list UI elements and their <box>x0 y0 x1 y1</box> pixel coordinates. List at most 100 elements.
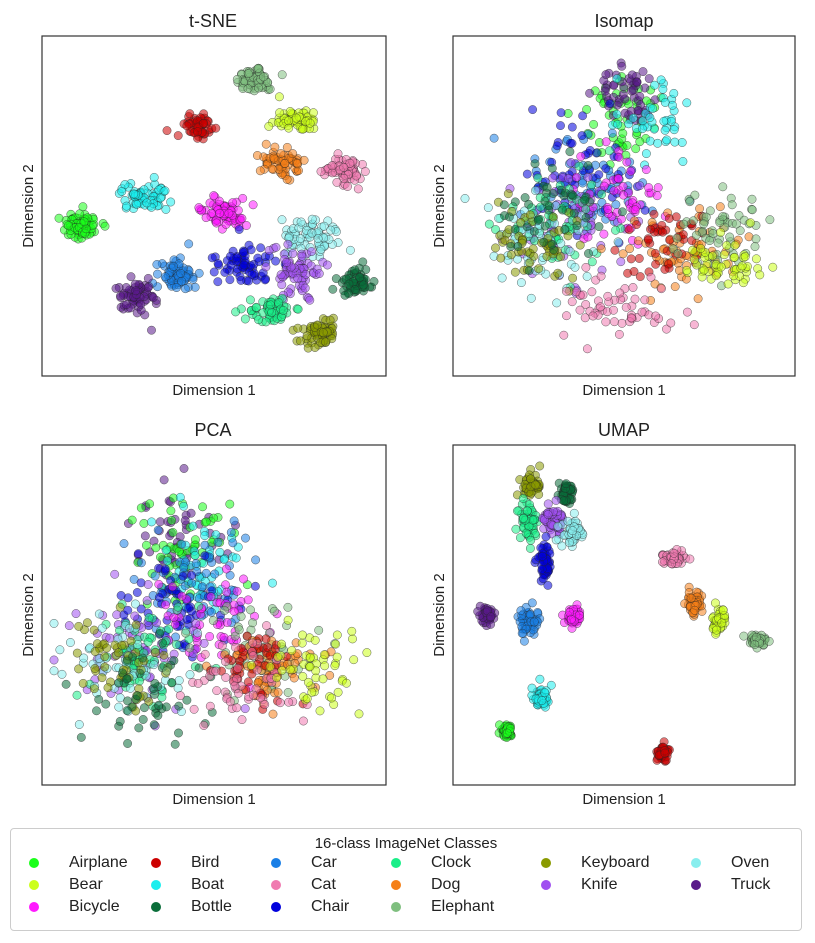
point-clock <box>194 601 204 611</box>
point-bear <box>716 262 726 272</box>
point-bicycle <box>224 208 234 218</box>
point-boat <box>612 109 622 119</box>
point-bear <box>310 635 320 645</box>
point-clock <box>518 494 528 503</box>
point-cat <box>587 287 597 297</box>
point-bicycle <box>212 218 221 228</box>
point-car <box>119 539 129 549</box>
point-cat <box>667 559 676 569</box>
point-oven <box>326 225 336 235</box>
point-chair <box>522 169 532 179</box>
umap-title: UMAP <box>598 420 650 440</box>
point-boat <box>668 100 677 110</box>
point-cat <box>601 317 611 327</box>
point-boat <box>161 204 171 214</box>
point-bear <box>298 124 308 134</box>
point-chair <box>220 267 230 277</box>
tsne-axes-frame <box>41 35 387 377</box>
point-bicycle <box>630 205 640 215</box>
point-elephant <box>208 616 218 626</box>
point-boat <box>656 75 666 85</box>
point-airplane <box>618 128 628 138</box>
point-knife <box>314 269 324 279</box>
point-bottle <box>155 628 165 638</box>
point-boat <box>161 545 171 555</box>
point-dog <box>280 158 290 168</box>
point-boat <box>653 138 663 148</box>
point-boat <box>527 683 537 693</box>
point-knife <box>566 158 576 167</box>
point-bird <box>610 245 620 255</box>
point-truck <box>632 77 642 87</box>
point-bottle <box>138 715 148 724</box>
point-knife <box>143 580 153 589</box>
point-cat <box>339 163 349 172</box>
point-bird <box>629 267 639 276</box>
point-oven <box>316 244 326 254</box>
point-oven <box>57 669 67 679</box>
isomap-ylabel: Dimension 2 <box>431 164 448 247</box>
point-dog <box>715 202 725 212</box>
point-cat <box>262 621 271 631</box>
legend-marker <box>541 858 551 868</box>
point-bicycle <box>168 582 177 592</box>
point-airplane <box>582 105 592 114</box>
isomap-title: Isomap <box>594 11 653 31</box>
point-bicycle <box>177 591 187 601</box>
point-bear <box>696 244 706 253</box>
point-cat <box>351 171 361 181</box>
point-bottle <box>524 199 534 209</box>
point-knife <box>583 172 593 182</box>
point-cat <box>596 271 606 281</box>
point-chair <box>133 549 143 559</box>
point-bottle <box>583 161 593 170</box>
legend-item-dog: Dog <box>391 874 460 896</box>
point-bear <box>287 646 297 656</box>
point-airplane <box>190 535 200 545</box>
point-car <box>527 598 537 608</box>
point-bottle <box>114 678 124 688</box>
point-car <box>519 636 529 646</box>
point-oven <box>55 645 65 655</box>
point-bottle <box>355 273 365 282</box>
point-elephant <box>679 219 689 229</box>
point-bear <box>315 706 325 716</box>
point-bottle <box>544 205 554 215</box>
point-keyboard <box>530 480 540 490</box>
point-bird <box>646 224 655 234</box>
point-car <box>611 200 621 210</box>
point-dog <box>276 149 286 159</box>
point-bird <box>199 118 209 128</box>
point-bottle <box>61 679 71 689</box>
point-car <box>152 260 162 269</box>
point-oven <box>552 298 562 308</box>
point-bear <box>737 261 747 271</box>
point-knife <box>142 596 152 606</box>
point-bird <box>660 264 670 274</box>
point-oven <box>307 214 317 224</box>
point-bear <box>348 634 357 644</box>
point-bicycle <box>614 152 624 162</box>
legend-label: Car <box>311 854 337 871</box>
point-bear <box>711 271 721 281</box>
point-cat <box>628 283 638 292</box>
pca-panel: PCA Dimension 1 Dimension 2 <box>20 420 387 808</box>
point-bear <box>272 673 282 683</box>
point-boat <box>637 124 647 134</box>
point-chair <box>184 603 194 613</box>
point-cat <box>232 674 242 684</box>
point-knife <box>616 257 626 267</box>
point-bicycle <box>201 213 211 223</box>
point-boat <box>147 517 157 527</box>
point-oven <box>557 541 567 551</box>
point-bear <box>746 218 755 228</box>
point-bird <box>182 121 192 131</box>
point-clock <box>525 543 535 553</box>
legend-item-bottle: Bottle <box>151 896 232 918</box>
point-keyboard <box>302 331 312 341</box>
point-oven <box>483 203 493 213</box>
point-oven <box>49 666 59 676</box>
point-car <box>176 268 186 278</box>
point-boat <box>175 492 185 502</box>
point-airplane <box>502 728 512 738</box>
